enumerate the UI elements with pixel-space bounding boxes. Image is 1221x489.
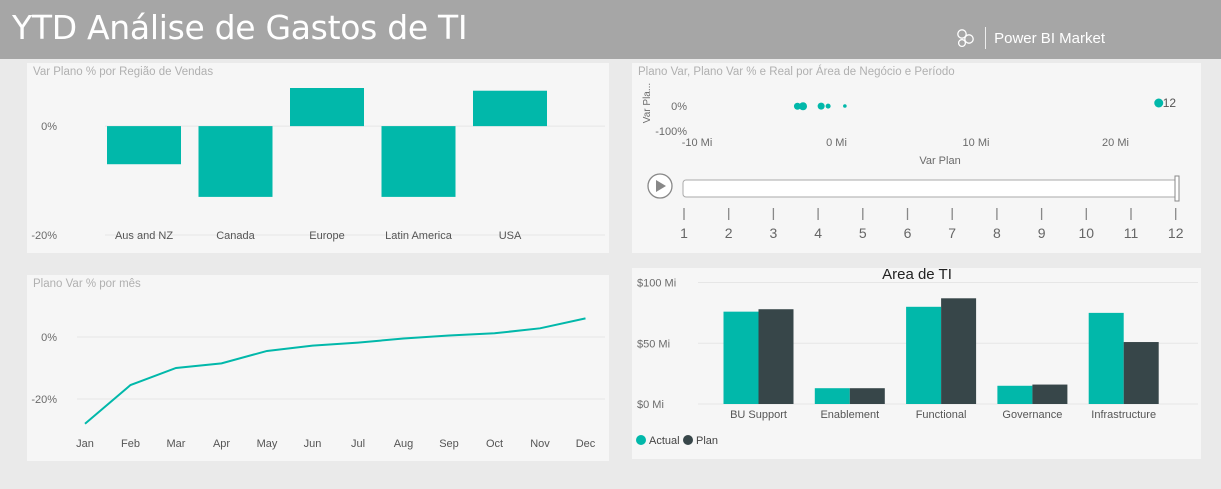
play-icon	[656, 180, 666, 192]
x-tick-label: 10 Mi	[963, 137, 990, 149]
bar	[997, 385, 1033, 404]
brand[interactable]: Power BI Market	[955, 26, 1105, 50]
x-tick-label: Oct	[486, 438, 503, 450]
y-tick-label: 0%	[41, 332, 57, 344]
x-tick-label: Feb	[121, 438, 140, 450]
x-tick-label: Jan	[76, 438, 94, 450]
x-tick-label: Governance	[1002, 409, 1062, 421]
bar	[381, 126, 456, 197]
x-tick-label: May	[257, 438, 278, 450]
play-axis-label: 10	[1079, 225, 1095, 241]
x-tick-label: 20 Mi	[1102, 137, 1129, 149]
y-tick-label: $50 Mi	[637, 338, 670, 350]
x-tick-label: -10 Mi	[682, 137, 713, 149]
scatter-point	[843, 104, 847, 108]
x-tick-label: Canada	[216, 230, 255, 242]
monthly-variance-panel[interactable]: Plano Var % por mês 0% -20% Jan Feb Mar Apr Ma…	[27, 275, 609, 461]
bar	[1032, 384, 1068, 404]
bar	[1123, 342, 1159, 404]
point-label: 12	[1163, 96, 1177, 110]
play-axis-label: 9	[1038, 225, 1046, 241]
y-tick-label: -20%	[31, 394, 57, 406]
region-variance-chart: 0% -20% Aus and NZ Canada Europe Latin Americ…	[31, 88, 605, 242]
monthly-variance-chart: 0% -20% Jan Feb Mar Apr May Jun Jul Aug Sep Oct Nov D…	[31, 317, 605, 450]
play-axis-label: 11	[1124, 225, 1139, 241]
x-tick-label: Infrastructure	[1091, 409, 1156, 421]
x-tick-label: 0 Mi	[826, 137, 847, 149]
play-axis-label: 4	[814, 225, 822, 241]
x-tick-label: USA	[499, 230, 522, 242]
it-area-panel[interactable]: Área de TI $100 Mi $50 Mi $0 Mi BU Support En…	[632, 268, 1201, 459]
scatter-title: Plano Var, Plano Var % e Real por Área d…	[638, 66, 955, 78]
bar	[473, 90, 547, 127]
scatter-point	[799, 102, 808, 111]
bar	[758, 309, 794, 404]
bar	[290, 88, 364, 127]
legend-marker	[683, 435, 693, 445]
x-tick-label: Latin America	[385, 230, 453, 242]
monthly-variance-title: Plano Var % por mês	[33, 278, 141, 290]
play-axis-label: 3	[770, 225, 778, 241]
x-tick-label: Jun	[304, 438, 322, 450]
bar	[107, 126, 181, 165]
play-axis-label: 5	[859, 225, 867, 241]
bar	[814, 388, 850, 404]
play-axis-label: 6	[904, 225, 912, 241]
y-tick-label: -20%	[31, 230, 57, 242]
legend-label: Plan	[696, 435, 718, 447]
x-tick-label: Mar	[167, 438, 186, 450]
y-tick-label: $100 Mi	[637, 278, 676, 290]
play-axis-label: 12	[1168, 225, 1184, 241]
x-tick-label: Enablement	[820, 409, 879, 421]
region-variance-panel[interactable]: Var Plano % por Região de Vendas 0% -20% A…	[27, 63, 609, 253]
scatter-point	[793, 102, 801, 110]
y-tick-label: -100%	[655, 126, 687, 138]
brand-name: Power BI Market	[994, 29, 1105, 47]
play-axis-track	[682, 179, 1179, 198]
y-tick-label: 0%	[41, 121, 57, 133]
report-header: YTD Análise de Gastos de TI Power BI Mar…	[0, 0, 1221, 59]
region-variance-title: Var Plano % por Região de Vendas	[33, 66, 214, 78]
legend-marker	[636, 435, 646, 445]
x-tick-label: Nov	[530, 438, 550, 450]
y-axis-title: Var Pla...	[642, 83, 653, 123]
legend-label: Actual	[649, 435, 680, 447]
page-title: YTD Análise de Gastos de TI	[12, 8, 468, 47]
bar	[198, 126, 273, 197]
chart-title: Área de TI	[882, 268, 952, 283]
x-tick-label: Apr	[213, 438, 230, 450]
x-axis-title: Var Plan	[919, 155, 960, 167]
x-tick-label: Europe	[309, 230, 344, 242]
x-tick-label: Dec	[576, 438, 596, 450]
bar	[1088, 312, 1124, 404]
play-axis-label: 8	[993, 225, 1001, 241]
play-axis-label: 7	[948, 225, 956, 241]
y-tick-label: $0 Mi	[637, 399, 664, 411]
bar	[906, 306, 942, 404]
x-tick-label: Aus and NZ	[115, 230, 173, 242]
scatter-point	[1154, 98, 1164, 108]
x-tick-label: Sep	[439, 438, 459, 450]
y-tick-label: 0%	[671, 101, 687, 113]
bar	[849, 388, 885, 404]
play-axis-label: 1	[680, 225, 688, 241]
play-axis-label: 2	[725, 225, 733, 241]
brand-separator	[985, 27, 987, 49]
bar	[941, 298, 977, 404]
it-area-chart: Área de TI $100 Mi $50 Mi $0 Mi BU Support En…	[636, 268, 1198, 447]
play-axis-handle	[1174, 175, 1180, 202]
x-tick-label: BU Support	[730, 409, 787, 421]
scatter-panel[interactable]: Plano Var, Plano Var % e Real por Área d…	[632, 63, 1201, 253]
scatter-point	[817, 102, 825, 110]
x-tick-label: Aug	[394, 438, 414, 450]
bar	[723, 311, 759, 404]
x-tick-label: Functional	[916, 409, 967, 421]
series-line	[84, 317, 586, 425]
scatter-chart: Var Pla... 0% -100%-10 Mi 0 Mi 10 Mi 20 Mi Var…	[642, 83, 1184, 241]
x-tick-label: Jul	[351, 438, 365, 450]
power-bi-logo-icon	[957, 29, 974, 48]
scatter-point	[825, 103, 831, 109]
